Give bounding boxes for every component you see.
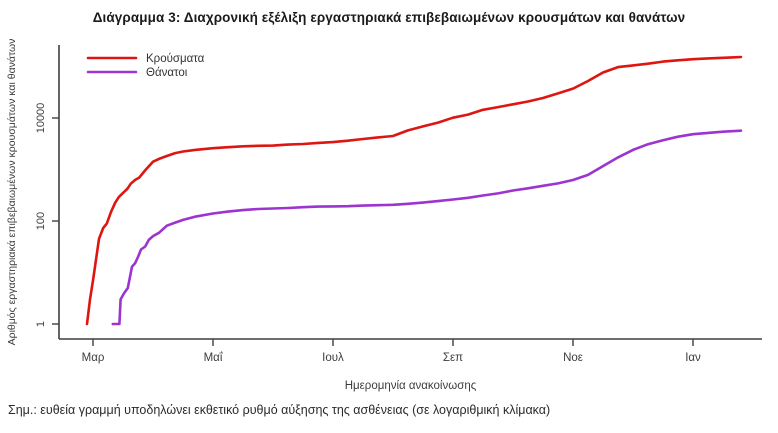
deaths-line [111, 129, 743, 326]
cases-line [85, 55, 743, 326]
x-tick-label: Ιαν [685, 352, 701, 364]
chart-footnote: Σημ.: ευθεία γραμμή υποδηλώνει εκθετικό … [8, 403, 551, 417]
deaths-legend-label: Θάνατοι [146, 67, 188, 79]
x-tick-label: Μαρ [82, 352, 105, 364]
x-tick-label: Ιουλ [322, 352, 344, 364]
x-tick-label: Μαΐ [204, 352, 224, 364]
x-axis-title: Ημερομηνία ανακοίνωσης [345, 380, 477, 392]
y-tick-label: 10000 [35, 103, 47, 134]
y-axis-title: Αριθμός εργαστηριακά επιβεβαιωμένων κρου… [6, 39, 18, 346]
y-tick-label: 100 [35, 212, 47, 230]
page-title: Διάγραμμα 3: Διαχρονική εξέλιξη εργαστηρ… [92, 10, 686, 25]
chart-area: 1 100 10000 Μαρ Μαΐ Ιουλ Σεπ Νοε Ιαν Ημερομηνία α… [6, 39, 762, 392]
x-tick-label: Νοε [563, 352, 583, 364]
x-tick-label: Σεπ [443, 352, 463, 364]
cases-legend-label: Κρούσματα [146, 53, 205, 65]
y-tick-label: 1 [35, 321, 47, 327]
chart-canvas: 1 100 10000 Μαρ Μαΐ Ιουλ Σεπ Νοε Ιαν Ημερομηνία α… [6, 39, 762, 392]
